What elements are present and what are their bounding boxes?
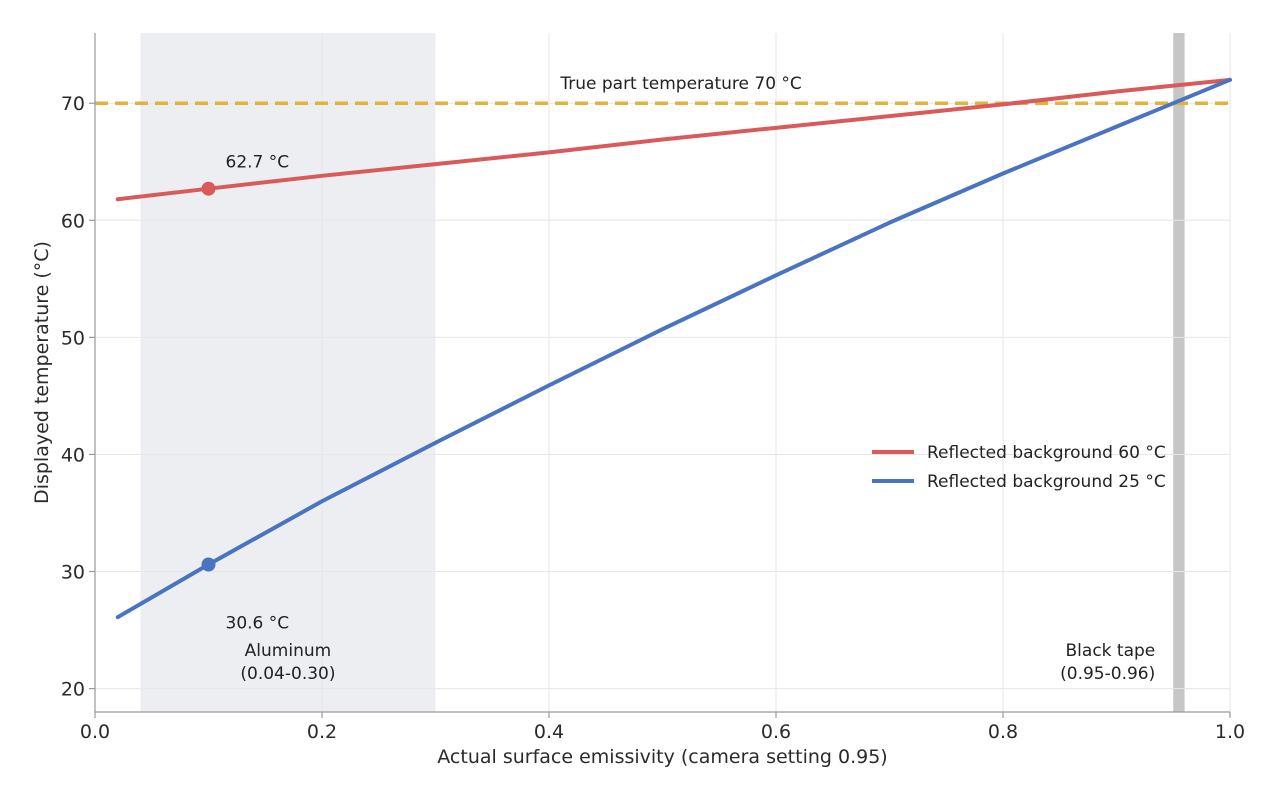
band-label-1-line2: (0.95-0.96) [1060, 664, 1155, 684]
axes-layer: 0.0 0.2 0.4 0.6 0.8 1.0 20 30 40 50 60 70 [61, 33, 1245, 743]
x-tick-label-1: 0.2 [307, 721, 337, 743]
reference-line-label: True part temperature 70 °C [559, 74, 801, 94]
x-tick-label-2: 0.4 [534, 721, 564, 743]
x-tick-label-5: 1.0 [1215, 721, 1245, 743]
y-tick-label-5: 70 [61, 93, 85, 115]
x-tick-label-0: 0.0 [80, 721, 110, 743]
band-1 [1173, 33, 1185, 712]
y-axis-title: Displayed temperature (°C) [31, 241, 53, 504]
band-label-0-line2: (0.04-0.30) [240, 664, 335, 684]
y-tick-label-4: 60 [61, 210, 85, 232]
legend: Reflected background 60 °C Reflected back… [872, 443, 1166, 492]
highlight-label-1: 30.6 °C [226, 613, 290, 633]
highlight-point-0 [201, 181, 216, 196]
band-0 [140, 33, 436, 712]
series-layer [115, 77, 1232, 620]
y-tick-label-2: 40 [61, 444, 85, 466]
highlight-label-0: 62.7 °C [226, 153, 290, 173]
y-tick-label-1: 30 [61, 562, 85, 584]
series-line-0 [115, 77, 1232, 202]
x-tick-label-3: 0.6 [761, 721, 791, 743]
x-tick-label-4: 0.8 [988, 721, 1018, 743]
band-label-1-line1: Black tape [1066, 641, 1156, 661]
legend-label-0: Reflected background 60 °C [927, 443, 1166, 463]
legend-label-1: Reflected background 25 °C [927, 472, 1166, 492]
series-line-1 [115, 77, 1232, 620]
highlight-point-1 [201, 557, 216, 572]
y-tick-label-3: 50 [61, 327, 85, 349]
x-axis-title: Actual surface emissivity (camera settin… [437, 746, 887, 768]
band-label-0-line1: Aluminum [245, 641, 332, 661]
labels-layer: True part temperature 70 °C 62.7 °C 30.6 °… [226, 74, 1156, 684]
y-tick-label-0: 20 [61, 679, 85, 701]
bands-layer [140, 33, 1185, 712]
